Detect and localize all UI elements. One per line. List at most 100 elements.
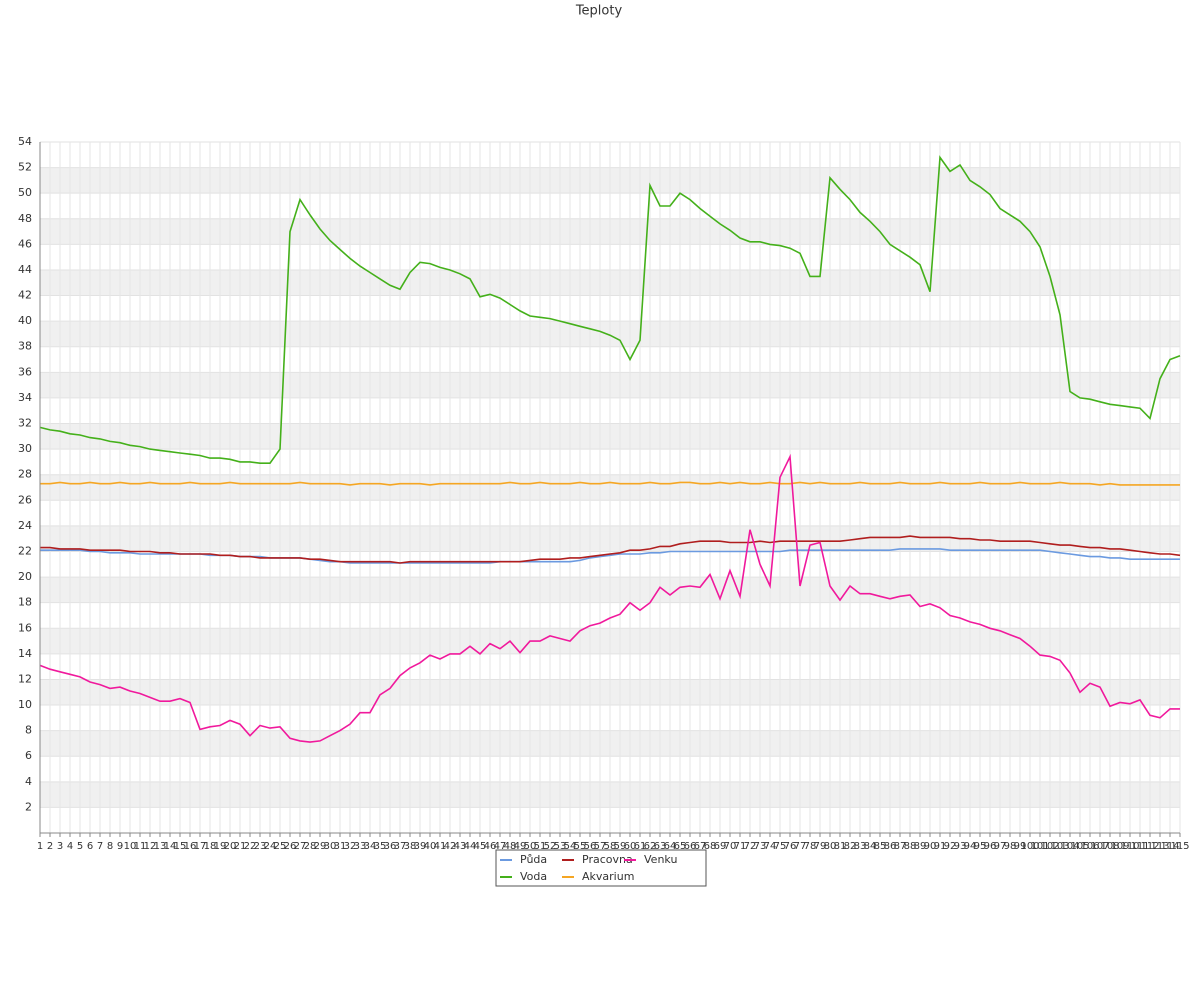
x-tick-label: 14 bbox=[164, 841, 177, 852]
x-tick-label: 83 bbox=[854, 841, 867, 852]
x-tick-label: 34 bbox=[364, 841, 377, 852]
x-tick-label: 64 bbox=[664, 841, 677, 852]
x-tick-label: 6 bbox=[87, 841, 93, 852]
x-tick-label: 41 bbox=[434, 841, 447, 852]
x-tick-label: 80 bbox=[824, 841, 837, 852]
y-tick-label: 54 bbox=[18, 135, 32, 148]
x-tick-label: 66 bbox=[684, 841, 697, 852]
x-tick-label: 77 bbox=[794, 841, 807, 852]
x-tick-label: 76 bbox=[784, 841, 797, 852]
x-tick-label: 51 bbox=[534, 841, 547, 852]
x-tick-label: 85 bbox=[874, 841, 887, 852]
x-tick-label: 2 bbox=[47, 841, 53, 852]
x-tick-label: 21 bbox=[234, 841, 247, 852]
x-tick-label: 98 bbox=[1004, 841, 1017, 852]
y-tick-label: 8 bbox=[25, 724, 32, 737]
x-tick-label: 13 bbox=[154, 841, 167, 852]
series-line bbox=[39, 453, 1180, 743]
y-tick-label: 36 bbox=[18, 365, 32, 378]
x-tick-label: 17 bbox=[194, 841, 207, 852]
x-tick-label: 115 bbox=[1170, 841, 1189, 852]
x-tick-label: 47 bbox=[494, 841, 507, 852]
x-tick-label: 39 bbox=[414, 841, 427, 852]
x-tick-label: 109 bbox=[1110, 841, 1129, 852]
y-tick-label: 42 bbox=[18, 289, 32, 302]
x-tick-label: 50 bbox=[524, 841, 537, 852]
x-tick-label: 9 bbox=[117, 841, 123, 852]
x-tick-label: 36 bbox=[384, 841, 397, 852]
chart-title: Teploty bbox=[575, 4, 623, 19]
x-tick-label: 114 bbox=[1160, 841, 1179, 852]
y-tick-label: 12 bbox=[18, 672, 32, 685]
x-tick-label: 90 bbox=[924, 841, 937, 852]
x-tick-label: 92 bbox=[944, 841, 957, 852]
x-tick-label: 94 bbox=[964, 841, 977, 852]
x-tick-label: 57 bbox=[594, 841, 607, 852]
x-tick-label: 25 bbox=[274, 841, 287, 852]
y-tick-label: 24 bbox=[18, 519, 32, 532]
x-tick-label: 99 bbox=[1014, 841, 1027, 852]
series-line bbox=[39, 155, 1181, 464]
x-tick-label: 10 bbox=[124, 841, 137, 852]
x-tick-label: 68 bbox=[704, 841, 717, 852]
y-tick-label: 40 bbox=[18, 314, 32, 327]
x-tick-label: 112 bbox=[1140, 841, 1159, 852]
x-tick-label: 88 bbox=[904, 841, 917, 852]
x-tick-label: 55 bbox=[574, 841, 587, 852]
x-tick-label: 32 bbox=[344, 841, 357, 852]
x-tick-label: 26 bbox=[284, 841, 297, 852]
x-tick-label: 58 bbox=[604, 841, 617, 852]
x-tick-label: 38 bbox=[404, 841, 417, 852]
x-tick-label: 22 bbox=[244, 841, 257, 852]
y-tick-label: 10 bbox=[18, 698, 32, 711]
legend-label: Půda bbox=[520, 853, 547, 866]
x-tick-label: 71 bbox=[734, 841, 747, 852]
y-tick-label: 22 bbox=[18, 544, 32, 557]
x-tick-label: 23 bbox=[254, 841, 267, 852]
x-tick-label: 37 bbox=[394, 841, 407, 852]
x-tick-label: 108 bbox=[1100, 841, 1119, 852]
legend-label: Pracovna bbox=[582, 853, 633, 866]
x-tick-label: 53 bbox=[554, 841, 567, 852]
x-tick-label: 44 bbox=[464, 841, 477, 852]
x-tick-label: 27 bbox=[294, 841, 307, 852]
x-tick-label: 16 bbox=[184, 841, 197, 852]
x-tick-label: 78 bbox=[804, 841, 817, 852]
y-tick-label: 6 bbox=[25, 749, 32, 762]
legend-label: Akvarium bbox=[582, 870, 634, 883]
x-tick-label: 15 bbox=[174, 841, 187, 852]
x-tick-label: 60 bbox=[624, 841, 637, 852]
x-tick-label: 1 bbox=[37, 841, 43, 852]
x-tick-label: 49 bbox=[514, 841, 527, 852]
y-tick-label: 2 bbox=[25, 800, 32, 813]
x-tick-label: 43 bbox=[454, 841, 467, 852]
x-tick-label: 101 bbox=[1030, 841, 1049, 852]
x-tick-label: 24 bbox=[264, 841, 277, 852]
x-tick-label: 3 bbox=[57, 841, 63, 852]
x-tick-label: 33 bbox=[354, 841, 367, 852]
x-tick-label: 52 bbox=[544, 841, 557, 852]
x-tick-label: 65 bbox=[674, 841, 687, 852]
y-tick-label: 18 bbox=[18, 596, 32, 609]
x-tick-label: 72 bbox=[744, 841, 757, 852]
y-tick-label: 28 bbox=[18, 468, 32, 481]
x-tick-label: 107 bbox=[1090, 841, 1109, 852]
x-tick-label: 93 bbox=[954, 841, 967, 852]
x-tick-label: 95 bbox=[974, 841, 987, 852]
x-tick-label: 11 bbox=[134, 841, 147, 852]
y-tick-label: 16 bbox=[18, 621, 32, 634]
y-tick-label: 4 bbox=[25, 775, 32, 788]
x-tick-label: 106 bbox=[1080, 841, 1099, 852]
x-tick-label: 4 bbox=[67, 841, 73, 852]
y-tick-label: 38 bbox=[18, 340, 32, 353]
x-tick-label: 54 bbox=[564, 841, 577, 852]
x-tick-label: 84 bbox=[864, 841, 877, 852]
x-tick-label: 73 bbox=[754, 841, 767, 852]
x-tick-label: 28 bbox=[304, 841, 317, 852]
legend-label: Voda bbox=[520, 870, 547, 883]
x-tick-label: 46 bbox=[484, 841, 497, 852]
x-tick-label: 89 bbox=[914, 841, 927, 852]
x-tick-label: 59 bbox=[614, 841, 627, 852]
x-tick-label: 79 bbox=[814, 841, 827, 852]
